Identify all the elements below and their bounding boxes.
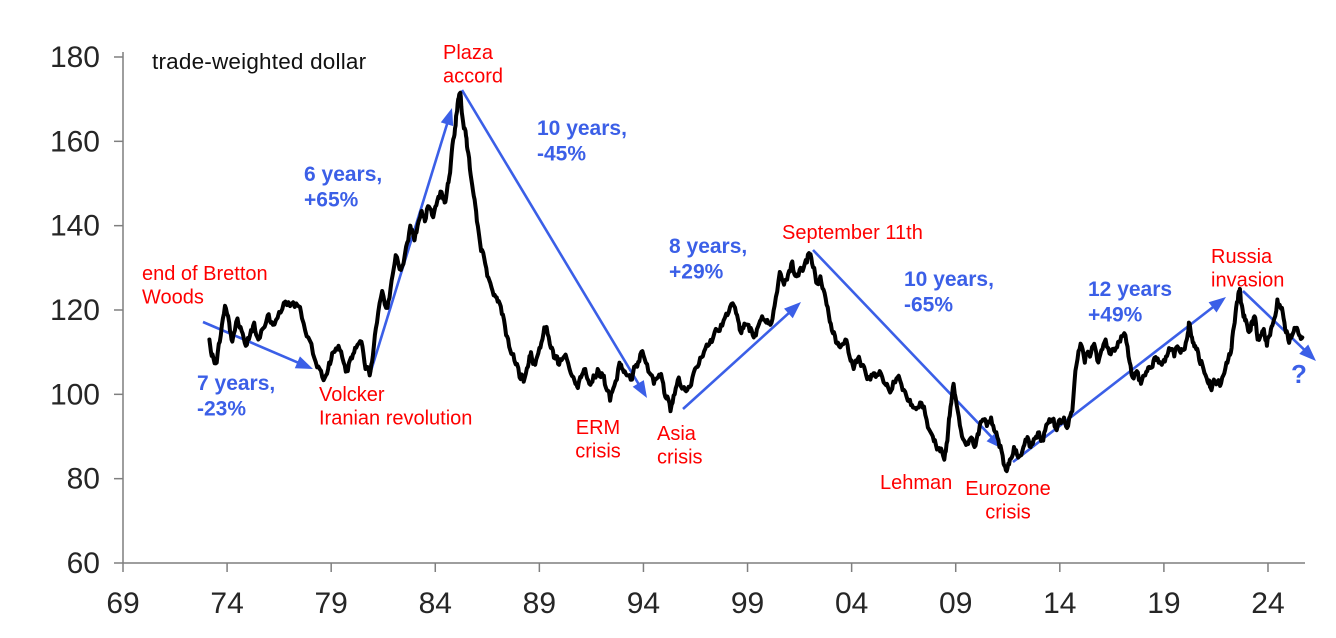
move-label: 10 years, <box>904 268 994 291</box>
event-label: ERM <box>576 417 620 439</box>
move-label: 10 years, <box>537 117 627 140</box>
x-tick-label: 84 <box>419 587 452 620</box>
event-label: Asia <box>657 423 697 445</box>
axes: 60 80 100 120 140 160 180 69 74 79 84 89 94 99 04 09 14 1… <box>50 41 1305 620</box>
event-label: Lehman <box>880 472 952 494</box>
x-tick-label: 79 <box>314 587 347 620</box>
trend-arrowhead <box>784 302 801 319</box>
x-tick-label: 94 <box>627 587 660 620</box>
move-label: -45% <box>537 143 586 166</box>
y-tick-label: 100 <box>50 378 100 411</box>
event-label: September 11th <box>782 222 923 244</box>
event-label: Russia <box>1211 246 1273 268</box>
move-label: -23% <box>197 398 246 421</box>
event-label: Woods <box>142 287 204 309</box>
event-label: crisis <box>575 441 621 463</box>
trend-arrowhead <box>1208 297 1226 313</box>
trend-arrow-shaft <box>368 119 450 375</box>
move-label: +65% <box>304 189 359 212</box>
y-tick-label: 160 <box>50 125 100 158</box>
event-label: Volcker <box>319 384 385 406</box>
trend-arrowhead <box>632 380 647 398</box>
move-label: 8 years, <box>669 235 747 258</box>
x-tick-label: 69 <box>106 587 139 620</box>
event-label: Plaza <box>443 42 494 64</box>
event-label: Iranian revolution <box>319 408 472 430</box>
move-label: +49% <box>1088 304 1143 327</box>
y-tick-label: 80 <box>67 463 100 496</box>
move-label: +29% <box>669 261 724 284</box>
x-tick-label: 89 <box>523 587 556 620</box>
series-line-layer <box>207 90 1305 474</box>
trend-arrowhead <box>1299 344 1316 361</box>
event-label: crisis <box>985 502 1031 524</box>
x-tick-label: 14 <box>1043 587 1076 620</box>
trend-arrow-shaft <box>812 249 996 442</box>
trend-arrows <box>202 89 1316 464</box>
move-label: -65% <box>904 294 953 317</box>
y-tick-label: 140 <box>50 210 100 243</box>
move-label: 6 years, <box>304 163 382 186</box>
x-tick-label: 19 <box>1147 587 1180 620</box>
event-label: end of Bretton <box>142 263 268 285</box>
x-tick-label: 99 <box>731 587 764 620</box>
x-tick-label: 04 <box>835 587 868 620</box>
trend-arrow-shaft <box>682 309 793 410</box>
trend-arrowhead <box>440 108 454 127</box>
chart-title: trade-weighted dollar <box>152 49 367 74</box>
event-label: invasion <box>1211 270 1284 292</box>
y-tick-label: 180 <box>50 41 100 74</box>
trend-arrowhead <box>294 356 313 369</box>
trend-arrow-shaft <box>1012 303 1218 464</box>
series-line <box>207 90 1305 474</box>
x-tick-label: 09 <box>939 587 972 620</box>
event-label: Eurozone <box>965 478 1051 500</box>
y-tick-label: 60 <box>67 547 100 580</box>
x-tick-label: 74 <box>210 587 243 620</box>
trend-arrow-shaft <box>460 89 642 389</box>
move-label: 7 years, <box>197 372 275 395</box>
x-tick-label: 24 <box>1251 587 1284 620</box>
event-label: crisis <box>657 447 703 469</box>
event-label: accord <box>443 66 503 88</box>
y-tick-label: 120 <box>50 294 100 327</box>
move-label: 12 years <box>1088 278 1172 301</box>
question-mark-label: ? <box>1291 359 1307 389</box>
